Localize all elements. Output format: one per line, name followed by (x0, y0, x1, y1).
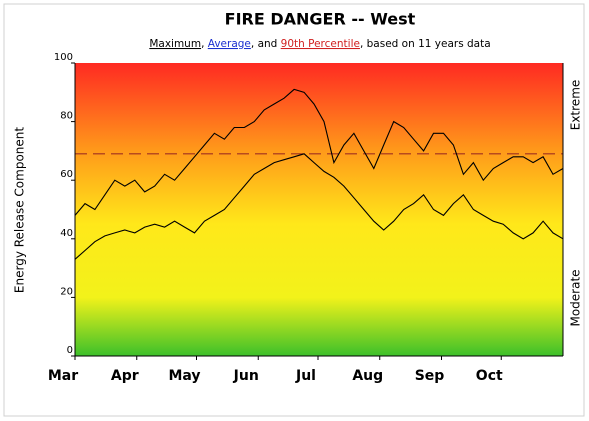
y-tick-label: 0 (67, 345, 73, 356)
subtitle-text: , and (251, 38, 281, 50)
series-line (74, 153, 564, 260)
x-tick-label: Jun (233, 368, 259, 384)
moderate-label: Moderate (569, 269, 583, 326)
x-tick-label: Oct (476, 368, 503, 384)
x-tick-label: May (168, 368, 200, 384)
x-tick-label: Aug (352, 368, 383, 384)
x-tick-label: Jul (295, 368, 316, 384)
y-tick-label: 80 (60, 111, 73, 122)
subtitle-text: , (201, 38, 208, 50)
series-line (74, 88, 564, 216)
legend-entry: Maximum (149, 38, 201, 50)
legend-entry: Average (208, 38, 251, 50)
extreme-label: Extreme (569, 80, 583, 131)
y-tick-label: 20 (60, 286, 73, 297)
x-tick-label: Mar (48, 368, 78, 384)
y-tick-label: 100 (54, 52, 73, 63)
legend-entry: 90th Percentile (281, 38, 360, 50)
plot-background (75, 63, 563, 356)
y-tick-label: 40 (60, 228, 73, 239)
subtitle: Maximum, Average, and 90th Percentile, b… (149, 38, 490, 50)
y-axis-label: Energy Release Component (13, 127, 27, 293)
y-tick-label: 60 (60, 169, 73, 180)
subtitle-text: , based on 11 years data (360, 38, 491, 50)
x-tick-label: Sep (415, 368, 445, 384)
chart-title: FIRE DANGER -- West (225, 10, 416, 29)
x-tick-label: Apr (111, 368, 139, 384)
